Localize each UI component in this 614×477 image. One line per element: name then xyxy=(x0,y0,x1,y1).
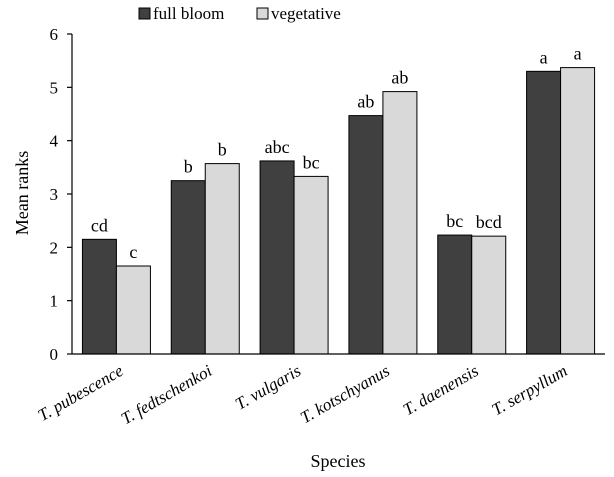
legend-swatch-vegetative xyxy=(256,7,269,20)
bar-value-label: bc xyxy=(303,152,320,172)
bar-value-label: b xyxy=(184,157,193,177)
bar-value-label: b xyxy=(218,140,227,160)
bar-full-bloom xyxy=(170,180,206,355)
legend: full bloom vegetative xyxy=(138,4,341,23)
legend-label-vegetative: vegetative xyxy=(271,4,341,23)
bar-vegetative xyxy=(560,67,596,355)
axes xyxy=(71,34,605,355)
bar-full-bloom xyxy=(348,115,384,355)
y-tick-label: 4 xyxy=(50,132,59,151)
bar-vegetative xyxy=(293,175,329,355)
y-tick-label: 6 xyxy=(50,25,59,44)
y-tick-label: 2 xyxy=(50,238,59,257)
bars xyxy=(81,67,596,355)
bar-full-bloom xyxy=(437,234,473,355)
x-axis-title: Species xyxy=(311,451,366,471)
y-axis-ticks: 0 1 2 3 4 5 6 xyxy=(50,25,72,364)
x-tick-label: T. fedtschenkoi xyxy=(118,361,216,428)
bar-vegetative xyxy=(115,265,151,355)
bar-vegetative xyxy=(204,163,240,355)
x-tick-label: T. pubescence xyxy=(35,361,127,425)
y-tick-label: 3 xyxy=(50,185,59,204)
bar-vegetative xyxy=(471,235,507,355)
y-tick-label: 5 xyxy=(50,78,59,97)
bar-value-label: ab xyxy=(391,68,408,88)
x-tick-label: T. kotschyanus xyxy=(297,361,393,428)
bar-value-label: bcd xyxy=(476,212,502,232)
bar-value-label: bc xyxy=(446,211,463,231)
x-tick-label: T. serpyllum xyxy=(489,361,571,419)
x-tick-label: T. vulgaris xyxy=(232,361,305,414)
legend-swatch-full-bloom xyxy=(138,7,151,20)
bar-value-label: a xyxy=(574,44,582,64)
y-tick-label: 1 xyxy=(50,292,59,311)
y-tick-label: 0 xyxy=(50,345,59,364)
bar-value-label: ab xyxy=(357,92,374,112)
x-tick-label: T. daenensis xyxy=(400,361,482,420)
bar-full-bloom xyxy=(259,160,295,355)
bar-vegetative xyxy=(382,91,418,355)
bar-value-label: c xyxy=(129,242,137,262)
bar-full-bloom xyxy=(81,238,117,355)
legend-label-full-bloom: full bloom xyxy=(153,4,224,23)
bar-value-label: cd xyxy=(91,215,108,235)
bar-value-label: a xyxy=(540,47,548,67)
bar-full-bloom xyxy=(526,70,562,355)
bar-value-label: abc xyxy=(265,137,290,157)
y-axis-title: Mean ranks xyxy=(12,151,32,235)
